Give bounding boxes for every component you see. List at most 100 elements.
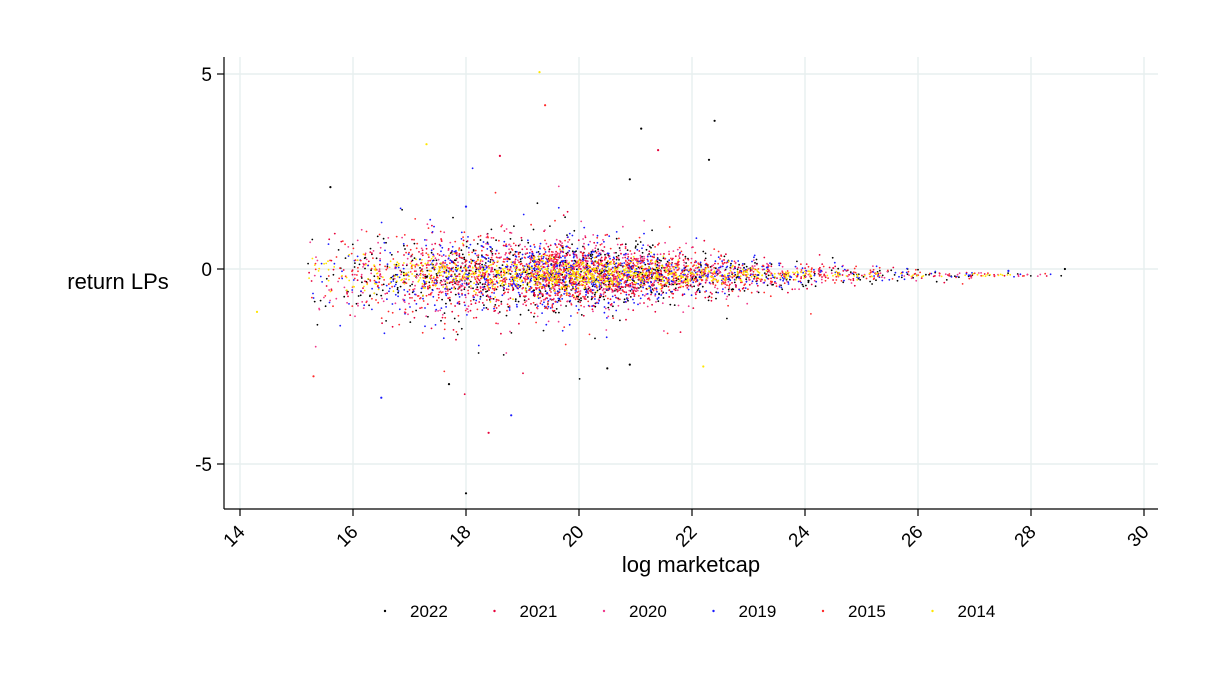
data-point-2021 [530,275,533,277]
data-point-2015 [583,248,586,250]
data-point-2014 [562,286,564,289]
data-point-2014 [863,274,866,277]
data-point-2015 [356,274,358,276]
data-point-2015 [486,254,489,257]
data-point-2014 [459,269,462,272]
data-point-2014 [397,264,400,267]
data-point-2014 [608,267,610,270]
data-point-2014 [509,284,511,287]
data-point-2015 [456,252,458,254]
data-point-2019 [707,274,710,276]
data-point-2015 [486,299,488,301]
data-point-2022 [629,296,632,298]
data-point-2021 [526,248,528,251]
data-point-2021 [687,258,690,261]
data-point-2015 [646,288,648,291]
data-point-2014 [493,278,496,281]
data-point-2014 [544,254,547,257]
data-point-2019 [778,262,780,265]
data-point-2015 [621,289,624,291]
data-point-2020 [444,255,447,257]
data-point-2022 [735,276,738,279]
data-point-2019 [573,262,575,265]
data-point-2015 [384,265,386,268]
data-point-2015 [454,281,457,284]
data-point-2014 [792,271,794,274]
data-point-2014 [765,270,768,272]
data-point-2021 [475,288,478,291]
data-point-2022 [704,252,707,255]
data-point-2015 [645,278,648,281]
data-point-2019 [424,307,426,309]
data-point-2022 [594,250,597,253]
data-point-2015 [584,295,586,298]
data-point-2020 [547,263,550,266]
data-point-2014 [648,287,650,290]
data-point-2019 [482,241,485,243]
data-point-2019 [749,274,752,277]
data-point-2014 [533,258,536,261]
data-point-2015 [534,261,537,264]
data-point-2014 [753,274,756,277]
data-point-2020 [357,304,359,307]
data-point-2019 [399,207,402,210]
data-point-2019 [570,264,573,267]
data-point-2020 [437,310,439,312]
data-point-2022 [555,308,558,310]
data-point-2014 [438,265,440,268]
data-point-2019 [756,274,759,277]
data-point-2014 [940,275,943,278]
data-point-2015 [375,299,377,301]
data-point-2015 [877,275,879,278]
data-point-2020 [820,278,823,281]
data-point-2021 [591,308,594,311]
data-point-2022 [523,299,526,301]
data-point-2021 [494,309,497,312]
data-point-2021 [584,298,587,300]
data-point-2015 [350,252,353,255]
data-point-2015 [425,294,428,297]
data-point-2022 [476,286,479,289]
data-point-2015 [733,260,736,263]
data-point-2014 [600,278,603,281]
data-point-2015 [624,274,626,277]
data-point-2021 [638,250,641,252]
data-point-2019 [603,240,605,243]
data-point-2015 [524,301,526,304]
data-point-2014 [531,274,534,277]
data-point-2022 [757,291,760,294]
data-point-2022 [859,278,862,281]
data-point-2019 [573,255,575,258]
data-point-2022 [490,228,493,231]
data-point-2015 [582,295,584,298]
data-point-2014 [654,264,657,267]
data-point-2020 [490,269,493,272]
data-point-2019 [464,294,466,296]
data-point-2020 [592,310,594,313]
data-point-2020 [716,268,719,271]
data-point-2022 [571,250,574,253]
data-point-2021 [463,286,466,289]
data-point-2019 [569,299,572,302]
data-point-2021 [582,314,585,317]
data-point-2022 [673,304,676,306]
data-point-2014 [494,296,497,298]
data-point-2021 [693,261,696,264]
data-point-2019 [668,259,671,262]
data-point-2021 [632,309,635,312]
data-point-2021 [500,303,503,305]
data-point-2021 [759,280,762,282]
data-point-2021 [562,263,565,266]
data-point-2014 [624,265,626,267]
data-point-2019 [656,290,658,293]
data-point-2014 [356,259,359,262]
data-point-2014 [567,274,570,276]
data-point-2019 [772,276,774,279]
data-point-2015 [533,312,536,315]
data-point-2015 [413,270,416,273]
data-point-2019 [815,280,818,283]
data-point-2019 [668,281,670,284]
data-point-2015 [462,244,465,247]
data-point-2015 [465,259,468,262]
data-point-2015 [587,300,590,303]
